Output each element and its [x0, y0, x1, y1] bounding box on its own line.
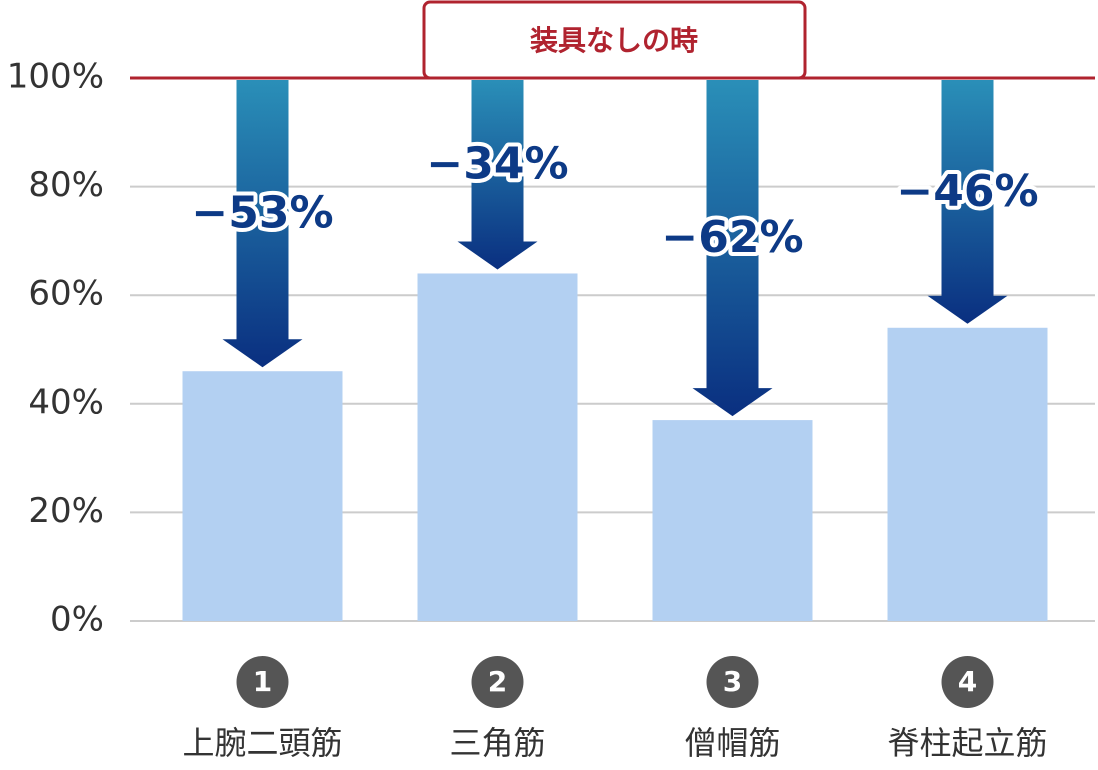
reduction-arrow	[692, 80, 773, 417]
bar	[182, 371, 343, 621]
reduction-label: −53%	[191, 188, 333, 239]
category-number: 1	[253, 665, 272, 698]
bar	[417, 273, 578, 621]
x-tick-label: 三角筋	[449, 724, 545, 762]
category-number-badge	[471, 656, 524, 708]
category-number-badge	[236, 656, 289, 708]
y-tick-label: 100%	[7, 57, 104, 97]
y-tick-label: 80%	[28, 165, 104, 205]
reduction-label: −34%	[426, 139, 568, 190]
category-number: 3	[723, 665, 742, 698]
category-number-badge	[941, 656, 994, 708]
bar	[887, 327, 1048, 621]
bar	[652, 420, 813, 621]
category-number: 2	[488, 665, 507, 698]
category-number: 4	[958, 665, 977, 698]
x-tick-label: 上腕二頭筋	[182, 724, 342, 762]
reduction-arrow	[222, 80, 303, 368]
x-tick-label: 僧帽筋	[684, 724, 780, 762]
reference-label-box	[422, 0, 807, 80]
y-tick-label: 60%	[28, 274, 104, 314]
category-number-badge	[706, 656, 759, 708]
reduction-label: −62%	[661, 212, 803, 263]
reduction-label: −46%	[896, 166, 1038, 217]
x-tick-label: 脊柱起立筋	[887, 724, 1047, 762]
y-tick-label: 0%	[50, 600, 104, 640]
y-tick-label: 20%	[28, 491, 104, 531]
reduction-arrow	[927, 80, 1008, 324]
y-tick-label: 40%	[28, 382, 104, 422]
reduction-arrow	[457, 80, 538, 270]
reference-label: 装具なしの時	[530, 24, 698, 57]
